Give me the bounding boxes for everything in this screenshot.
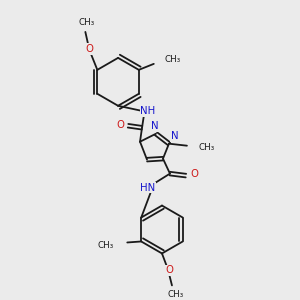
Text: O: O — [190, 169, 198, 178]
Text: CH₃: CH₃ — [199, 143, 215, 152]
Text: NH: NH — [140, 106, 156, 116]
Text: CH₃: CH₃ — [78, 19, 94, 28]
Text: O: O — [165, 266, 173, 275]
Text: CH₃: CH₃ — [165, 56, 181, 64]
Text: CH₃: CH₃ — [97, 241, 113, 250]
Text: O: O — [85, 44, 93, 54]
Text: HN: HN — [140, 183, 156, 193]
Text: CH₃: CH₃ — [168, 290, 184, 299]
Text: O: O — [116, 120, 124, 130]
Text: N: N — [171, 131, 179, 141]
Text: N: N — [151, 121, 159, 131]
